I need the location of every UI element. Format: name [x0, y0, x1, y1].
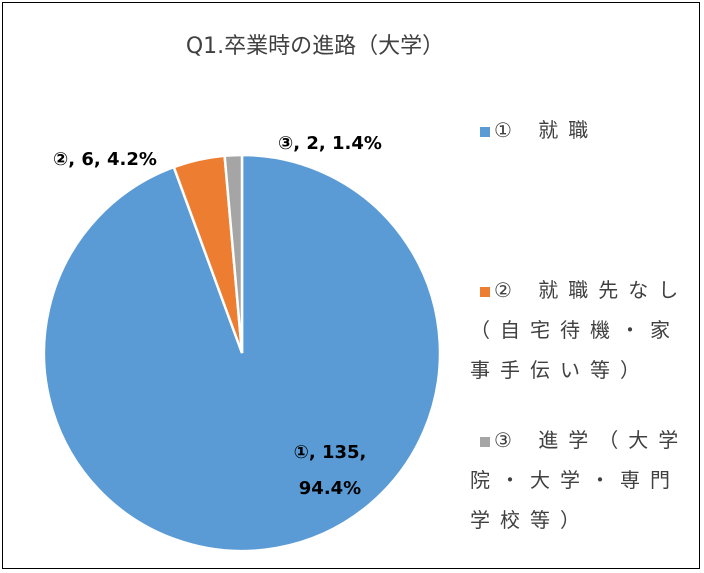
- legend-swatch: [480, 437, 490, 447]
- legend-entry: ③ 進学（大学院・大学・専門学校等）: [470, 420, 700, 540]
- legend-label: ③ 進学（大学院・大学・専門学校等）: [470, 428, 689, 532]
- data-label: ①, 135, 94.4%: [293, 442, 367, 499]
- pie-slice: [42, 153, 442, 553]
- legend-entry: ② 就職先なし（自宅待機・家事手伝い等）: [470, 270, 700, 390]
- data-label: ③, 2, 1.4%: [278, 133, 382, 154]
- legend-entry: ① 就職: [470, 110, 700, 150]
- legend-label: ② 就職先なし（自宅待機・家事手伝い等）: [470, 278, 689, 382]
- pie-slice: [223, 153, 244, 354]
- legend-swatch: [480, 127, 490, 137]
- legend-label: ① 就職: [494, 118, 599, 142]
- chart-title: Q1.卒業時の進路（大学）: [185, 34, 445, 59]
- data-label: ②, 6, 4.2%: [53, 149, 157, 170]
- legend-swatch: [480, 287, 490, 297]
